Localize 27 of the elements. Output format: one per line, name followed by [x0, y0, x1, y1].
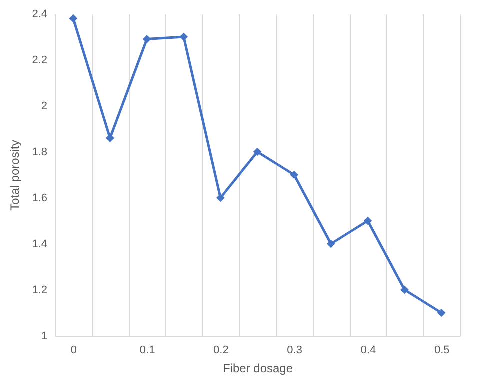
x-tick-label: 0.4	[360, 344, 376, 356]
point	[180, 32, 188, 42]
x-tick-label: 0.3	[287, 344, 302, 356]
y-tick-label: 2	[41, 100, 48, 112]
y-tick-label: 1.4	[32, 238, 48, 250]
point	[216, 194, 225, 202]
x-tick-label: 0.5	[434, 344, 450, 356]
point	[400, 286, 409, 294]
y-tick-label: 1.6	[32, 192, 48, 204]
y-tick-label: 1	[41, 330, 48, 342]
point	[106, 134, 114, 142]
point	[437, 308, 446, 318]
x-tick-label: 0.1	[140, 344, 156, 356]
point	[142, 35, 152, 44]
y-tick-label: 2.2	[32, 54, 48, 66]
y-tick-label: 2.4	[32, 8, 48, 20]
point	[326, 240, 336, 248]
x-tick-label: 0.2	[214, 344, 229, 356]
x-axis-title: Fiber dosage	[222, 362, 294, 376]
point	[290, 170, 298, 180]
point	[253, 148, 262, 156]
point	[364, 216, 372, 226]
y-tick-label: 1.8	[32, 146, 48, 158]
x-tick-label: 0	[70, 344, 77, 356]
y-tick-label: 1.2	[32, 284, 48, 296]
point	[69, 14, 78, 23]
y-axis-title: Total porosity	[8, 140, 22, 211]
